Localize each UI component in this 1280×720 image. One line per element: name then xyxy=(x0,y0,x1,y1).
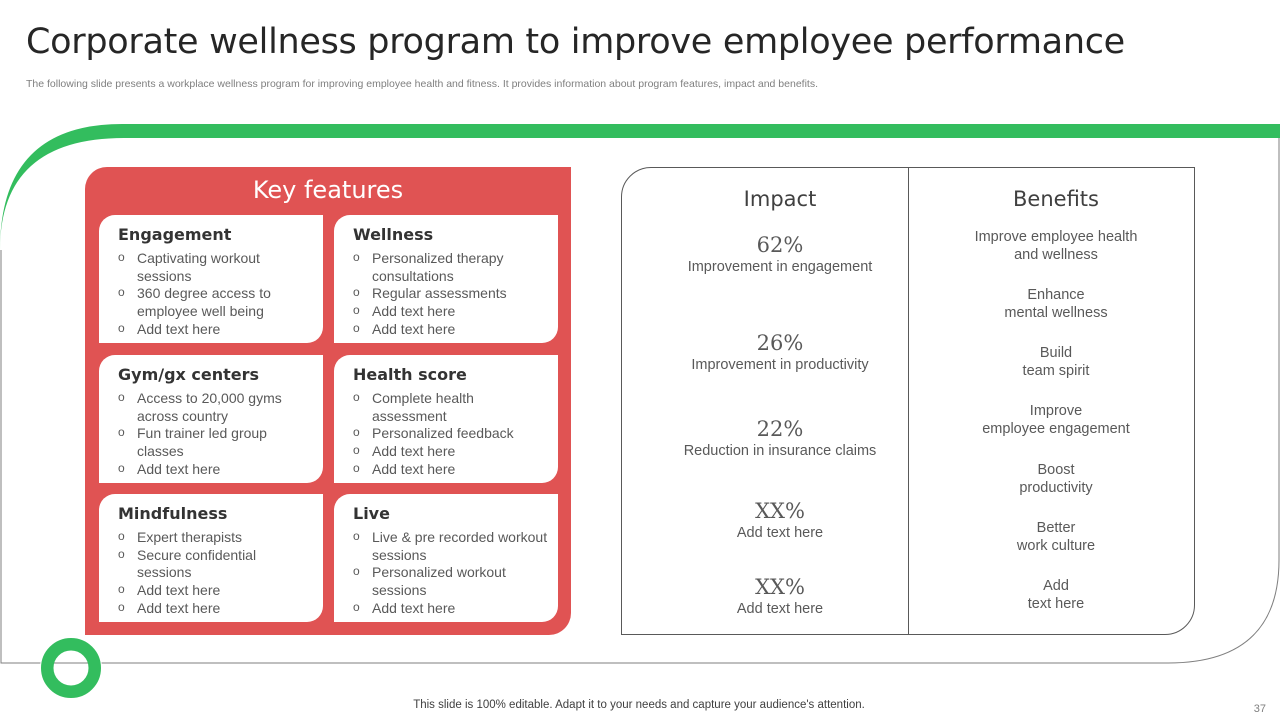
list-item: Add text here xyxy=(353,320,548,339)
feature-card-engagement: Engagement Captivating workout sessions … xyxy=(99,215,323,343)
list-item: Personalized therapy consultations xyxy=(353,249,548,285)
benefit-item: Improve employee health and wellness xyxy=(974,229,1138,263)
list-item: Personalized feedback xyxy=(353,424,548,443)
feature-card-gym: Gym/gx centers Access to 20,000 gyms acr… xyxy=(99,355,323,483)
list-item: Add text here xyxy=(353,442,548,461)
benefit-item: Boost productivity xyxy=(1019,462,1093,496)
impact-item: XX% Add text here xyxy=(622,574,938,618)
impact-item: 22% Reduction in insurance claims xyxy=(622,416,938,460)
list-item: Personalized workout sessions xyxy=(353,563,548,599)
benefit-item: Better work culture xyxy=(1016,520,1096,554)
ring-decoration-icon xyxy=(40,637,102,699)
frame-outline xyxy=(0,138,1280,664)
impact-label: Add text here xyxy=(736,525,824,541)
footer-note: This slide is 100% editable. Adapt it to… xyxy=(413,699,865,711)
impact-value: 22% xyxy=(756,417,804,441)
impact-item: 62% Improvement in engagement xyxy=(622,232,938,276)
list-item: Captivating workout sessions xyxy=(118,249,313,285)
card-title: Engagement xyxy=(118,225,232,244)
column-divider xyxy=(908,167,909,635)
benefits-heading: Benefits xyxy=(1013,187,1099,211)
impact-item: 26% Improvement in productivity xyxy=(622,330,938,374)
impact-label: Reduction in insurance claims xyxy=(683,443,877,459)
card-title: Mindfulness xyxy=(118,504,228,523)
list-item: Add text here xyxy=(118,460,313,479)
list-item: Live & pre recorded workout sessions xyxy=(353,528,548,564)
impact-label: Improvement in engagement xyxy=(687,259,873,275)
feature-card-wellness: Wellness Personalized therapy consultati… xyxy=(334,215,558,343)
impact-item: XX% Add text here xyxy=(622,498,938,542)
list-item: Add text here xyxy=(118,581,313,600)
impact-heading: Impact xyxy=(743,187,817,211)
list-item: Add text here xyxy=(118,320,313,339)
card-title: Gym/gx centers xyxy=(118,365,260,384)
benefit-item: Improve employee engagement xyxy=(982,403,1130,437)
card-title: Live xyxy=(353,504,390,523)
impact-value: 26% xyxy=(756,331,804,355)
list-item: Fun trainer led group classes xyxy=(118,424,313,460)
feature-card-mindfulness: Mindfulness Expert therapists Secure con… xyxy=(99,494,323,622)
list-item: Add text here xyxy=(353,599,548,618)
impact-value: XX% xyxy=(755,575,805,599)
impact-label: Add text here xyxy=(736,601,824,617)
page-number: 37 xyxy=(1253,703,1266,715)
list-item: Expert therapists xyxy=(118,528,313,547)
card-title: Health score xyxy=(353,365,467,384)
list-item: Add text here xyxy=(353,460,548,479)
list-item: Access to 20,000 gyms across country xyxy=(118,389,313,425)
impact-value: XX% xyxy=(755,499,805,523)
list-item: 360 degree access to employee well being xyxy=(118,284,313,320)
benefit-item: Enhance mental wellness xyxy=(1004,287,1108,321)
list-item: Secure confidential sessions xyxy=(118,546,313,582)
list-item: Regular assessments xyxy=(353,284,548,303)
green-band xyxy=(0,124,1280,250)
benefit-item: Add text here xyxy=(1027,578,1085,612)
feature-card-health-score: Health score Complete health assessment … xyxy=(334,355,558,483)
list-item: Add text here xyxy=(353,302,548,321)
list-item: Add text here xyxy=(118,599,313,618)
benefit-item: Build team spirit xyxy=(1022,345,1090,379)
impact-value: 62% xyxy=(756,233,804,257)
card-title: Wellness xyxy=(353,225,434,244)
key-features-heading: Key features xyxy=(252,176,404,204)
page-subtitle: The following slide presents a workplace… xyxy=(26,78,818,90)
feature-card-live: Live Live & pre recorded workout session… xyxy=(334,494,558,622)
page-title: Corporate wellness program to improve em… xyxy=(26,22,1125,62)
list-item: Complete health assessment xyxy=(353,389,548,425)
impact-label: Improvement in productivity xyxy=(691,357,869,373)
